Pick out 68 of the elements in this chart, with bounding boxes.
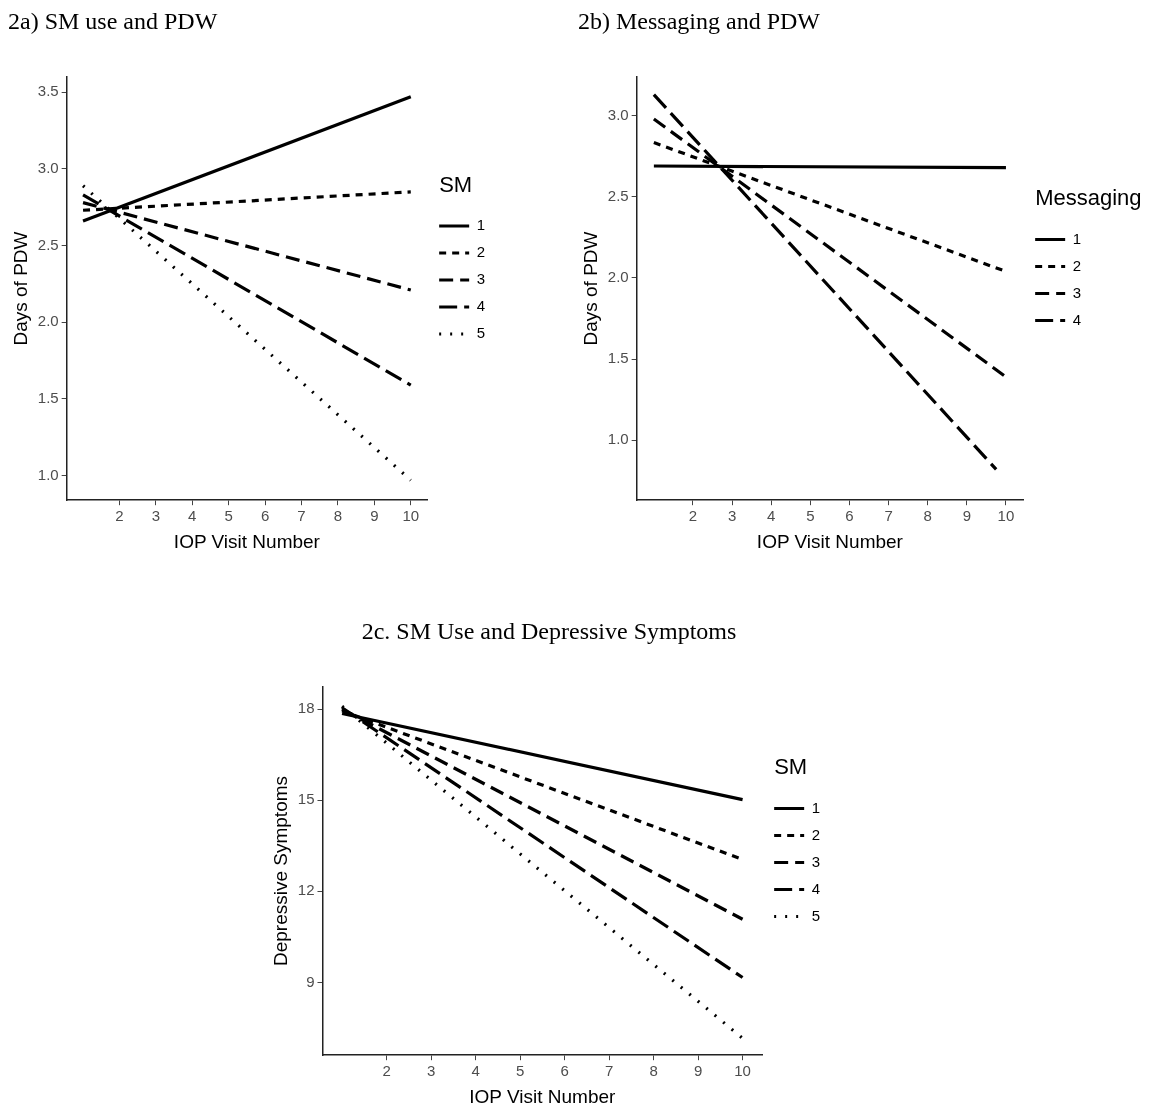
y-tick-label: 1.0 — [37, 465, 59, 483]
x-tick-label: 4 — [767, 507, 776, 525]
legend-label: 3 — [1072, 283, 1081, 301]
x-axis-title: IOP Visit Number — [469, 1085, 617, 1107]
legend-label: 1 — [476, 216, 485, 234]
y-tick-label: 1.5 — [37, 389, 59, 407]
y-tick-label: 2.0 — [37, 312, 59, 330]
x-tick-label: 3 — [151, 507, 161, 525]
y-tick-label: 3.0 — [607, 105, 629, 123]
x-axis-title: IOP Visit Number — [173, 530, 321, 552]
legend-label: 5 — [476, 324, 485, 342]
x-tick-label: 6 — [845, 507, 854, 525]
x-tick-label: 9 — [370, 507, 379, 525]
legend-label: 4 — [811, 879, 820, 897]
x-tick-label: 3 — [727, 507, 737, 525]
x-tick-label: 2 — [115, 507, 124, 525]
x-tick-label: 2 — [688, 507, 698, 525]
x-tick-label: 7 — [297, 507, 306, 525]
chart-title: 2a) SM use and PDW — [8, 7, 218, 34]
y-tick-label: 9 — [306, 972, 315, 990]
x-tick-label: 3 — [426, 1062, 436, 1080]
y-axis-title: Depressive Symptoms — [269, 775, 291, 967]
x-tick-label: 5 — [224, 507, 233, 525]
y-tick-label: 15 — [297, 790, 315, 808]
legend-label: 2 — [476, 243, 485, 261]
legend-label: 3 — [811, 852, 820, 870]
legend-label: 1 — [1072, 229, 1081, 247]
y-tick-label: 3.5 — [37, 82, 59, 100]
x-tick-label: 9 — [962, 507, 971, 525]
x-tick-label: 6 — [260, 507, 270, 525]
y-tick-label: 1.5 — [607, 349, 629, 367]
y-axis-title: Days of PDW — [579, 231, 601, 346]
y-tick-label: 1.0 — [607, 430, 629, 448]
x-tick-label: 10 — [997, 507, 1015, 525]
x-tick-label: 10 — [734, 1062, 751, 1080]
x-axis-title: IOP Visit Number — [756, 530, 904, 552]
x-tick-label: 5 — [515, 1062, 525, 1080]
y-tick-label: 3.0 — [37, 158, 59, 176]
x-tick-label: 7 — [884, 507, 893, 525]
legend-label: 4 — [1072, 310, 1081, 328]
x-tick-label: 10 — [402, 507, 420, 525]
legend-title: Messaging — [1035, 185, 1142, 211]
x-tick-label: 4 — [471, 1062, 480, 1080]
x-tick-label: 5 — [806, 507, 815, 525]
x-tick-label: 8 — [923, 507, 932, 525]
legend-label: 1 — [811, 798, 820, 816]
y-tick-label: 2.5 — [37, 235, 59, 253]
x-tick-label: 9 — [693, 1062, 703, 1080]
x-tick-label: 4 — [188, 507, 197, 525]
y-tick-label: 18 — [297, 699, 315, 717]
x-tick-label: 6 — [560, 1062, 569, 1080]
x-tick-label: 2 — [382, 1062, 391, 1080]
legend-label: 3 — [476, 270, 485, 288]
legend-label: 2 — [811, 825, 820, 843]
y-tick-label: 2.0 — [607, 268, 629, 286]
y-axis-title: Days of PDW — [9, 231, 31, 346]
legend-label: 4 — [476, 297, 485, 315]
legend-title: SM — [774, 754, 808, 780]
legend-label: 5 — [811, 906, 820, 924]
legend-label: 2 — [1072, 256, 1081, 274]
chart-title: 2b) Messaging and PDW — [578, 7, 821, 34]
legend-title: SM — [439, 171, 473, 197]
x-tick-label: 7 — [604, 1062, 614, 1080]
x-tick-label: 8 — [649, 1062, 658, 1080]
y-tick-label: 12 — [297, 881, 315, 899]
x-tick-label: 8 — [333, 507, 343, 525]
y-tick-label: 2.5 — [607, 186, 629, 204]
chart-title: 2c. SM Use and Depressive Symptoms — [361, 617, 737, 644]
